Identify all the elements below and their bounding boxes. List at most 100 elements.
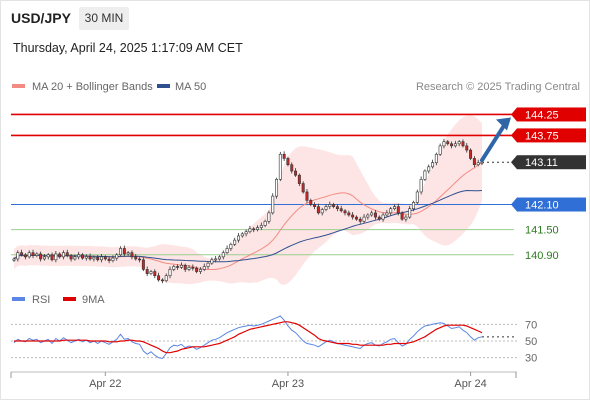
candle-body — [130, 252, 134, 258]
candle-body — [419, 179, 423, 193]
datetime-label: Thursday, April 24, 2025 1:17:09 AM CET — [13, 41, 243, 55]
candle-body — [320, 209, 324, 214]
candle-body — [377, 216, 381, 220]
candle-body — [290, 164, 294, 172]
legend-swatch-ma50 — [157, 84, 170, 88]
candle-body — [92, 256, 96, 260]
candle-body — [366, 214, 370, 218]
candle-body — [442, 141, 446, 147]
candle-body — [275, 179, 279, 197]
candle-body — [88, 256, 92, 260]
candle-body — [195, 267, 199, 272]
candle-body — [431, 162, 435, 168]
watermark: Research © 2025 Trading Central — [416, 81, 580, 93]
symbol-title: USD/JPY — [11, 10, 71, 26]
legend-swatch-rsi — [12, 297, 25, 301]
bollinger-band-area — [14, 115, 482, 285]
candle-body — [145, 269, 149, 274]
candle-body — [423, 170, 427, 180]
candle-body — [415, 191, 419, 203]
candle-body — [160, 279, 164, 282]
rsi-line — [13, 315, 483, 360]
timeframe-button[interactable]: 30 MIN — [79, 7, 129, 30]
candle-body — [84, 256, 88, 259]
level-labels-group: 144.25 143.75 143.11 142.10 141.50 140.90 — [511, 107, 586, 262]
legend-ma50-label: MA 50 — [175, 81, 206, 93]
level-label-140.90: 140.90 — [525, 250, 559, 262]
candle-body — [217, 256, 221, 260]
candle-body — [168, 269, 172, 277]
candle-body — [153, 271, 157, 277]
candle-body — [122, 248, 126, 255]
time-axis-ticks: Apr 22 Apr 23 Apr 24 — [10, 372, 517, 390]
time-tick-label: Apr 23 — [272, 378, 304, 390]
forecast-arrow-shaft — [480, 120, 508, 163]
candle-body — [389, 208, 393, 214]
candle-body — [343, 210, 347, 214]
candle-body — [404, 216, 408, 220]
candle-body — [256, 227, 259, 230]
candle-body — [305, 191, 309, 201]
candle-body — [252, 228, 256, 231]
candle-body — [229, 244, 233, 249]
candle-body — [358, 218, 362, 222]
legend-9ma-label: 9MA — [82, 294, 105, 306]
candle-body — [81, 254, 84, 259]
candle-body — [480, 161, 484, 164]
candle-body — [354, 216, 358, 220]
candle-body — [335, 206, 339, 210]
level-label-141.50: 141.50 — [525, 225, 559, 237]
candle-body — [54, 253, 58, 261]
candle-body — [115, 254, 119, 259]
candle-body — [332, 204, 336, 207]
candle-body — [214, 258, 218, 261]
candle-body — [339, 208, 343, 212]
candle-body — [225, 248, 229, 253]
candle-body — [210, 259, 214, 264]
candle-body — [126, 252, 130, 255]
candle-body — [65, 252, 69, 256]
level-label-144.25: 144.25 — [525, 109, 559, 121]
candle-body — [434, 153, 438, 163]
candle-body — [233, 239, 237, 245]
bollinger-band-group — [14, 115, 482, 285]
candle-body — [240, 233, 244, 237]
candle-body — [164, 275, 168, 282]
candle-body — [370, 212, 374, 216]
candle-body — [373, 212, 377, 218]
candle-body — [50, 254, 54, 261]
candle-body — [58, 253, 62, 258]
candle-body — [347, 212, 351, 216]
candle-body — [138, 258, 142, 261]
level-tag-pointer-143.11 — [511, 155, 517, 170]
candle-body — [297, 174, 301, 184]
candle-body — [39, 253, 43, 260]
candle-body — [393, 206, 396, 210]
candle-body — [183, 264, 187, 270]
candle-body — [191, 267, 195, 269]
level-tag-144.25 — [517, 107, 586, 122]
ma50-line — [13, 189, 483, 263]
candle-body — [309, 200, 313, 205]
candle-body — [408, 208, 412, 218]
candle-body — [244, 231, 248, 235]
candle-body — [286, 158, 290, 166]
candle-body — [31, 252, 35, 256]
candle-body — [119, 248, 123, 256]
candle-body — [461, 141, 465, 147]
level-label-143.11: 143.11 — [525, 157, 558, 169]
candle-body — [35, 253, 39, 256]
candle-body — [42, 256, 46, 260]
level-tag-pointer-144.25 — [511, 107, 517, 122]
candle-body — [157, 275, 161, 281]
rsi-9ma-line — [14, 321, 483, 354]
candle-body — [385, 212, 389, 216]
level-label-142.10: 142.10 — [525, 200, 559, 212]
candle-body — [457, 141, 461, 145]
candle-body — [103, 256, 107, 260]
candle-body — [134, 256, 138, 260]
time-tick-label: Apr 24 — [454, 378, 486, 390]
candle-body — [16, 252, 20, 260]
time-tick-label: Apr 22 — [89, 378, 121, 390]
